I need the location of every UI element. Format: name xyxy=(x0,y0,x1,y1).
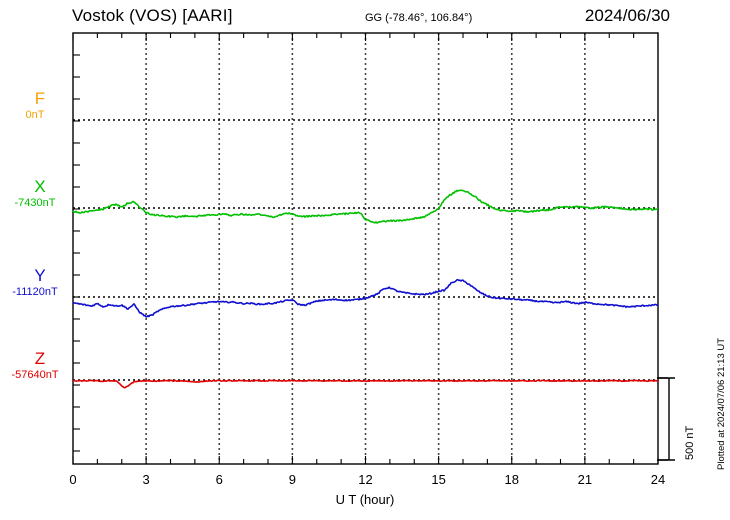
x-tick-label: 18 xyxy=(504,472,519,487)
plot-frame xyxy=(72,32,659,465)
scale-bar xyxy=(657,377,675,461)
x-tick-label: 3 xyxy=(142,472,150,487)
scale-bar-label: 500 nT xyxy=(684,425,696,460)
station-title: Vostok (VOS) [AARI] xyxy=(72,6,233,25)
x-tick-label: 15 xyxy=(431,472,446,487)
x-tick-label: 0 xyxy=(69,472,77,487)
trace-z xyxy=(72,379,659,389)
x-axis-title: U T (hour) xyxy=(335,492,395,507)
plotted-timestamp: Plotted at 2024/07/06 21:13 UT xyxy=(716,337,727,470)
component-baseline-z: -57640nT xyxy=(11,369,59,381)
trace-y xyxy=(72,278,659,318)
trace-x xyxy=(72,189,659,224)
observation-date: 2024/06/30 xyxy=(584,6,670,25)
component-baseline-f: 0nT xyxy=(25,109,45,121)
component-label-z: Z xyxy=(34,349,46,368)
x-tick-label: 24 xyxy=(650,472,666,487)
component-baseline-y: -11120nT xyxy=(12,286,58,298)
x-tick-label: 9 xyxy=(288,472,296,487)
x-tick-label: 6 xyxy=(215,472,223,487)
geographic-coordinates: GG (-78.46°, 106.84°) xyxy=(365,12,473,24)
component-traces xyxy=(72,189,659,389)
component-label-f: F xyxy=(34,89,46,108)
x-tick-label: 12 xyxy=(358,472,373,487)
component-label-y: Y xyxy=(34,266,46,285)
grid-layer xyxy=(145,33,586,464)
component-label-x: X xyxy=(34,177,46,196)
x-tick-label: 21 xyxy=(577,472,593,487)
component-baseline-x: -7430nT xyxy=(14,197,56,209)
